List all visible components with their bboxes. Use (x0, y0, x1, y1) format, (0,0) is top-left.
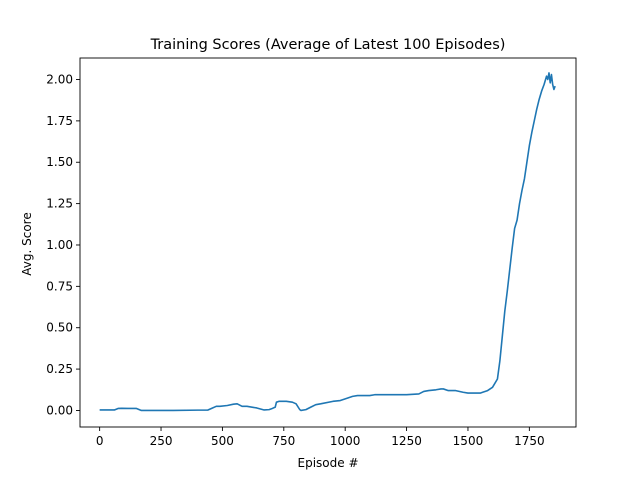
y-tick-label: 0.00 (46, 403, 73, 417)
x-tick-label: 500 (211, 434, 234, 448)
y-tick-label: 1.00 (46, 238, 73, 252)
axes-frame (79, 57, 577, 428)
x-tick-label: 750 (272, 434, 295, 448)
plot-area: 0 250 500 750 1000 1250 1500 1750 0.00 0.25 0.50 0.… (46, 57, 577, 448)
y-tick-label: 0.75 (46, 279, 73, 293)
y-tick-label: 1.75 (46, 114, 73, 128)
chart-title: Training Scores (Average of Latest 100 E… (150, 37, 506, 53)
x-tick-label: 1250 (391, 434, 422, 448)
x-tick-label: 1750 (514, 434, 545, 448)
y-tick-label: 1.50 (46, 155, 73, 169)
x-axis-label: Episode # (298, 456, 359, 470)
y-tick-label: 2.00 (46, 73, 73, 87)
y-tick-label: 0.25 (46, 362, 73, 376)
x-tick-label: 1500 (453, 434, 484, 448)
y-tick-label: 0.50 (46, 321, 73, 335)
x-tick-label: 0 (96, 434, 104, 448)
y-axis-label: Avg. Score (20, 212, 34, 275)
x-tick-label: 1000 (330, 434, 361, 448)
x-tick-label: 250 (150, 434, 173, 448)
series-line-0 (99, 72, 556, 412)
y-tick-label: 1.25 (46, 197, 73, 211)
